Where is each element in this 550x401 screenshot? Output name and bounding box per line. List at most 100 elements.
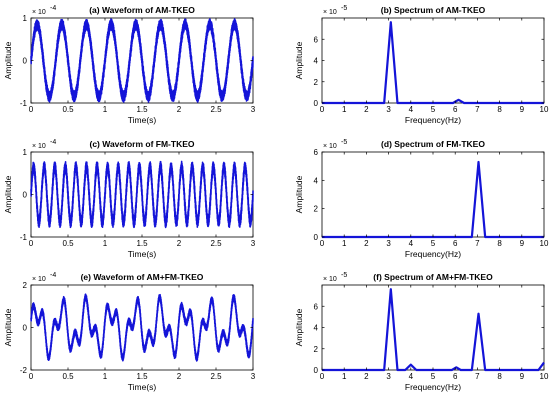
x-tick-label: 3	[251, 372, 256, 381]
waveform-line	[30, 293, 254, 362]
y-tick-label: 0	[23, 191, 28, 200]
x-tick-label: 2	[177, 372, 182, 381]
subplot-5: 0 0.5 1 1.5 2 2.5 3-202(e) Waveform of AM+FM-T…	[3, 272, 256, 392]
x-tick-label: 2	[364, 372, 369, 381]
y-tick-label: 2	[314, 345, 319, 354]
subplot-2: 0 1 2 3 4 5 6 7 8 9 10 0 2 4 6 (b) Spectrum of AM-TKEO ×…	[294, 5, 549, 125]
x-tick-label: 1	[103, 372, 108, 381]
spectrum-line	[322, 160, 544, 239]
y-tick-label: 0	[23, 324, 28, 333]
x-tick-label: 7	[475, 372, 480, 381]
x-tick-label: 0	[29, 105, 34, 114]
y-tick-label: 6	[314, 35, 319, 44]
y-tick-label: -2	[20, 366, 28, 375]
subplot-title: (d) Spectrum of FM-TKEO	[381, 139, 485, 149]
plot-area	[321, 17, 545, 104]
x-axis-label: Frequency(Hz)	[405, 249, 461, 259]
x-tick-label: 10	[540, 105, 549, 114]
y-tick-label: -1	[20, 233, 28, 242]
x-tick-label: 3	[386, 239, 391, 248]
x-tick-label: 8	[497, 372, 502, 381]
subplot-3: 0 0.5 1 1.5 2 2.5 3-101(c) Waveform of FM-TKEO…	[3, 139, 256, 259]
y-axis-label: Amplitude	[3, 41, 13, 79]
y-tick-label: 0	[314, 99, 319, 108]
y-tick-label: 4	[314, 324, 319, 333]
x-axis-label: Time(s)	[128, 382, 157, 392]
axis-exponent: -5	[341, 272, 347, 279]
y-axis-label: Amplitude	[3, 308, 13, 346]
y-tick-label: 4	[314, 176, 319, 185]
x-tick-label: 0	[320, 372, 325, 381]
x-tick-label: 9	[520, 105, 525, 114]
subplot-title: (e) Waveform of AM+FM-TKEO	[81, 272, 204, 282]
x-tick-label: 9	[520, 372, 525, 381]
y-tick-label: 1	[23, 14, 28, 23]
x-tick-label: 9	[520, 239, 525, 248]
axis-multiplier: × 10	[32, 9, 46, 16]
spectrum-line	[322, 21, 544, 105]
y-axis-label: Amplitude	[294, 41, 304, 79]
waveform-line	[30, 18, 254, 103]
y-tick-label: 0	[314, 233, 319, 242]
y-tick-label: 0	[23, 57, 28, 66]
subplot-1: 0 0.5 1 1.5 2 2.5 3-101(a) Waveform of AM-TKEO…	[3, 5, 256, 125]
y-axis-label: Amplitude	[294, 175, 304, 213]
x-axis-label: Frequency(Hz)	[405, 115, 461, 125]
x-tick-label: 7	[475, 239, 480, 248]
axis-exponent: -4	[50, 272, 56, 279]
x-tick-label: 1.5	[136, 239, 148, 248]
axis-exponent: -5	[341, 139, 347, 146]
subplot-4: 0 1 2 3 4 5 6 7 8 9 10 0 2 4 6 (d) Spectrum of FM-TKEO ×…	[294, 139, 549, 259]
axis-exponent: -5	[341, 5, 347, 12]
waveform-line	[30, 160, 254, 229]
x-tick-label: 0.5	[62, 372, 74, 381]
x-tick-label: 1	[103, 239, 108, 248]
x-tick-label: 5	[431, 105, 436, 114]
subplot-title: (a) Waveform of AM-TKEO	[89, 5, 195, 15]
axis-multiplier: × 10	[323, 276, 337, 283]
x-axis-label: Time(s)	[128, 115, 157, 125]
axis-exponent: -4	[50, 139, 56, 146]
x-tick-label: 0	[320, 239, 325, 248]
x-tick-label: 4	[409, 105, 414, 114]
x-tick-label: 0	[29, 372, 34, 381]
x-tick-label: 4	[409, 239, 414, 248]
plot-area	[321, 151, 545, 238]
axis-multiplier: × 10	[323, 9, 337, 16]
y-axis-label: Amplitude	[294, 308, 304, 346]
axis-exponent: -4	[50, 5, 56, 12]
x-axis-label: Frequency(Hz)	[405, 382, 461, 392]
x-tick-label: 0	[29, 239, 34, 248]
y-tick-label: 2	[23, 281, 28, 290]
x-tick-label: 4	[409, 372, 414, 381]
x-tick-label: 2	[364, 239, 369, 248]
x-tick-label: 6	[453, 239, 458, 248]
x-tick-label: 0.5	[62, 105, 74, 114]
x-tick-label: 0	[320, 105, 325, 114]
x-tick-label: 2.5	[210, 105, 222, 114]
y-tick-label: 6	[314, 302, 319, 311]
x-tick-label: 10	[540, 372, 549, 381]
axis-multiplier: × 10	[323, 143, 337, 150]
x-tick-label: 1	[342, 372, 347, 381]
x-tick-label: 1.5	[136, 372, 148, 381]
subplot-title: (c) Waveform of FM-TKEO	[90, 139, 195, 149]
x-tick-label: 2	[177, 239, 182, 248]
x-tick-label: 1	[342, 239, 347, 248]
subplot-title: (b) Spectrum of AM-TKEO	[381, 5, 486, 15]
x-tick-label: 3	[251, 239, 256, 248]
x-tick-label: 2.5	[210, 372, 222, 381]
plot-area	[321, 284, 545, 371]
x-tick-label: 5	[431, 239, 436, 248]
axis-multiplier: × 10	[32, 143, 46, 150]
axis-multiplier: × 10	[32, 276, 46, 283]
x-tick-label: 2	[364, 105, 369, 114]
x-tick-label: 6	[453, 372, 458, 381]
subplot-6: 0 1 2 3 4 5 6 7 8 9 10 0 2 4 6 (f) Spectrum of AM+FM-TK…	[294, 272, 549, 392]
x-tick-label: 1	[103, 105, 108, 114]
x-tick-label: 10	[540, 239, 549, 248]
spectrum-line	[322, 288, 545, 372]
x-tick-label: 0.5	[62, 239, 74, 248]
x-tick-label: 3	[386, 372, 391, 381]
